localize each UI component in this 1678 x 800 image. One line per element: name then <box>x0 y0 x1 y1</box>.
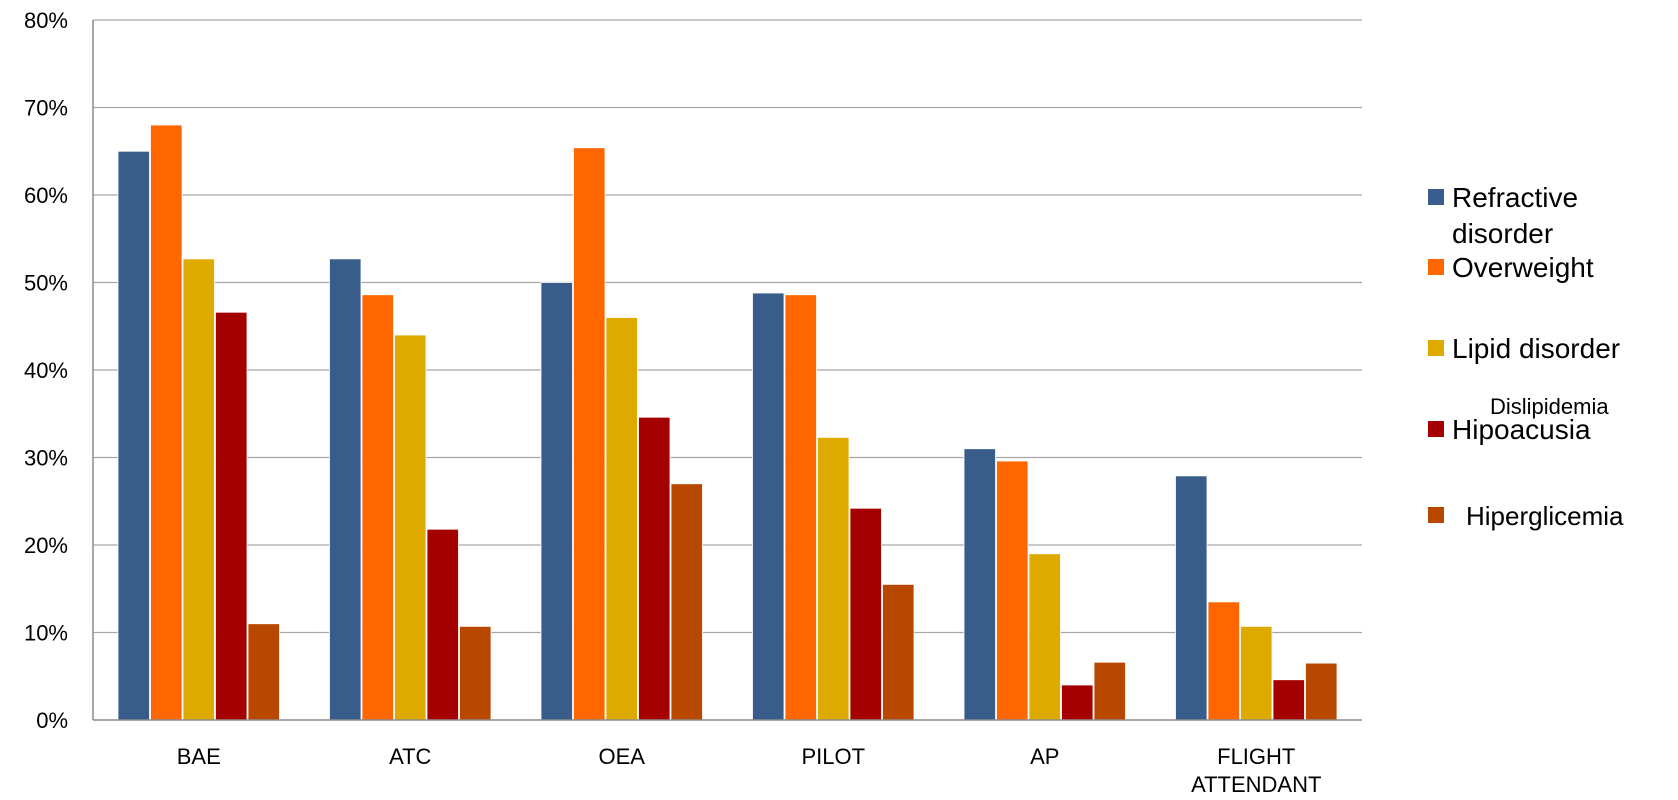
legend-label-refractive-disorder: Refractive disorder <box>1452 182 1579 249</box>
bar-hiperglicemia-pilot <box>882 583 915 721</box>
bar-hipoacusia-ap <box>1061 684 1094 721</box>
y-tick-label: 70% <box>24 96 68 121</box>
bar-overweight-bae <box>150 124 183 721</box>
bar-hiperglicemia-atc <box>459 625 492 721</box>
y-axis-tick-labels: 0% 10% 20% 30% 40% 50% 60% 70% 80% <box>24 8 68 733</box>
bar-refractive-disorder-bae <box>117 150 150 721</box>
bar-refractive-disorder-ap <box>963 448 996 721</box>
legend-item-refractive-disorder: Refractive disorder <box>1428 180 1622 252</box>
legend-swatch-overweight <box>1428 259 1444 275</box>
legend-label-lipid-disorder: Lipid disorder <box>1452 333 1621 364</box>
legend-swatch-refractive-disorder <box>1428 189 1444 205</box>
bar-overweight-oea <box>573 147 606 721</box>
bar-lipid-disorder-ap <box>1028 553 1061 721</box>
legend-label-overweight: Overweight <box>1452 252 1594 283</box>
y-tick-label: 0% <box>36 708 68 733</box>
bar-refractive-disorder-oea <box>540 282 573 721</box>
legend-swatch-lipid-disorder <box>1428 340 1444 356</box>
y-tick-label: 60% <box>24 183 68 208</box>
x-category-label: FLIGHT ATTENDANT <box>1191 744 1321 797</box>
legend-label-hipoacusia: Hipoacusia <box>1452 414 1591 445</box>
axes <box>92 20 1362 721</box>
y-tick-label: 10% <box>24 621 68 646</box>
bar-hiperglicemia-ap <box>1093 661 1126 721</box>
bar-hipoacusia-atc <box>426 528 459 721</box>
x-category-label: BAE <box>177 744 221 769</box>
bar-overweight-pilot <box>784 294 817 721</box>
legend-item-lipid-disorder: Lipid disorder <box>1428 331 1620 367</box>
legend-label-hiperglicemia: Hiperglicemia <box>1466 501 1624 531</box>
bar-lipid-disorder-bae <box>182 258 215 721</box>
bar-hipoacusia-oea <box>638 416 671 721</box>
y-tick-label: 20% <box>24 533 68 558</box>
legend-item-overweight: Overweight <box>1428 250 1594 286</box>
y-tick-label: 80% <box>24 8 68 33</box>
bar-hiperglicemia-oea <box>670 483 703 721</box>
bar-lipid-disorder-pilot <box>817 436 850 721</box>
bar-hipoacusia-flight-attendant <box>1272 679 1305 721</box>
bar-overweight-atc <box>361 294 394 721</box>
bar-refractive-disorder-atc <box>329 258 362 721</box>
y-tick-label: 30% <box>24 446 68 471</box>
bar-refractive-disorder-pilot <box>752 292 785 721</box>
bars <box>117 124 1338 721</box>
x-category-label: PILOT <box>801 744 865 769</box>
legend-sublabel-dislipidemia: Dislipidemia <box>1490 394 1609 419</box>
bar-hipoacusia-pilot <box>849 507 882 721</box>
x-category-label: ATC <box>389 744 431 769</box>
legend-swatch-hiperglicemia <box>1428 507 1444 523</box>
bar-refractive-disorder-flight-attendant <box>1175 475 1208 721</box>
bar-lipid-disorder-atc <box>394 334 427 721</box>
bar-lipid-disorder-oea <box>605 317 638 721</box>
bar-lipid-disorder-flight-attendant <box>1240 625 1273 721</box>
x-category-label: OEA <box>599 744 646 769</box>
gridlines <box>93 19 1362 634</box>
bar-overweight-flight-attendant <box>1207 601 1240 721</box>
bar-hiperglicemia-bae <box>247 623 280 721</box>
legend-swatch-hipoacusia <box>1428 421 1444 437</box>
legend-item-hiperglicemia: Hiperglicemia <box>1428 498 1624 534</box>
x-category-label: AP <box>1030 744 1059 769</box>
x-axis-category-labels: BAE ATC OEA PILOT AP FLIGHT ATTENDANT <box>177 744 1322 797</box>
y-tick-label: 50% <box>24 271 68 296</box>
y-tick-label: 40% <box>24 358 68 383</box>
bar-hiperglicemia-flight-attendant <box>1305 662 1338 721</box>
legend-item-hipoacusia: Hipoacusia <box>1428 412 1591 448</box>
bar-overweight-ap <box>996 460 1029 721</box>
bar-hipoacusia-bae <box>215 311 248 721</box>
